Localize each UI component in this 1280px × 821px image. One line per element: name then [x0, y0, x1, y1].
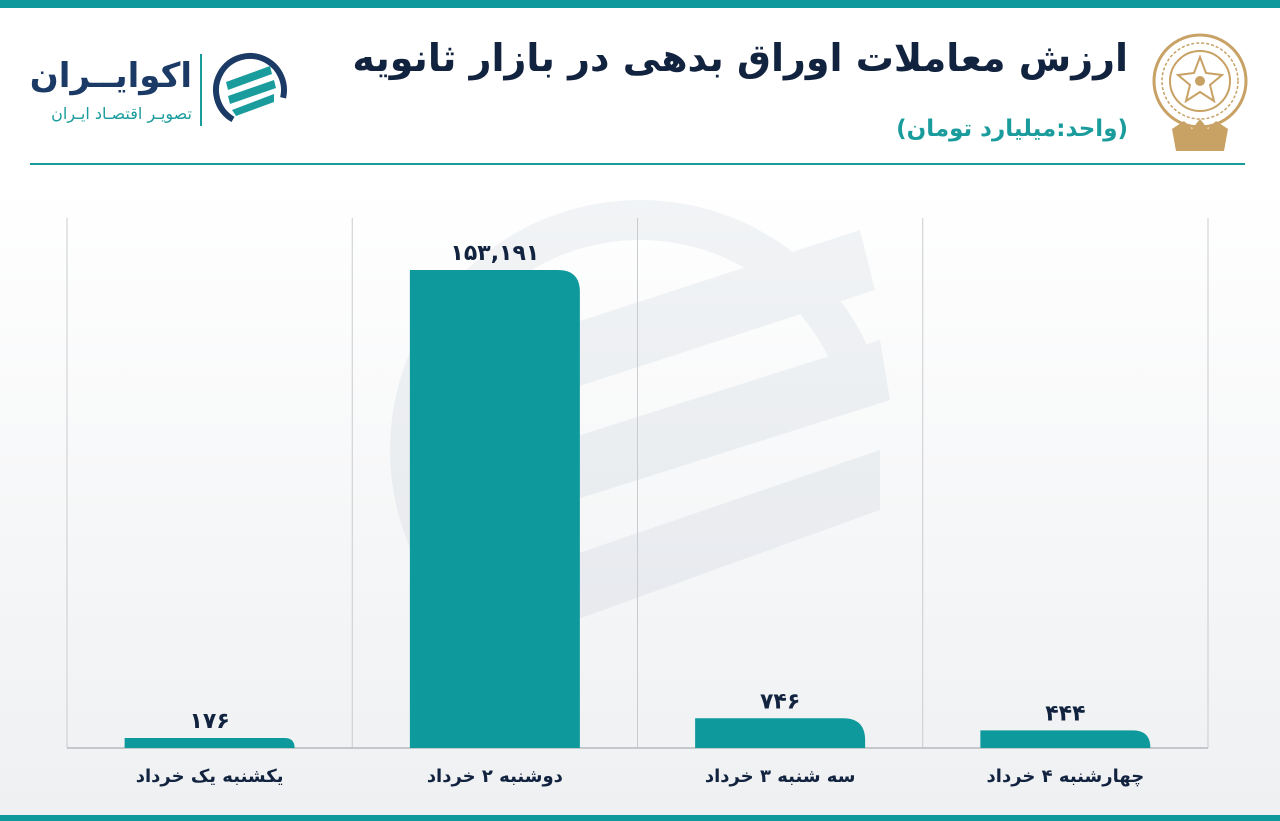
bar — [695, 718, 866, 748]
brand-name: اکوایــران — [29, 56, 192, 96]
header-divider — [30, 163, 1245, 165]
brand-separator — [200, 54, 202, 126]
x-tick-label: سه شنبه ۳ خرداد — [705, 766, 856, 787]
bar-value-label: ۱۷۶ — [189, 709, 229, 734]
x-tick-label: یکشنبه یک خرداد — [136, 766, 284, 787]
x-tick-label: چهارشنبه ۴ خرداد — [987, 766, 1145, 787]
chart-title: ارزش معاملات اوراق بدهی در بازار ثانویه — [352, 36, 1128, 80]
brand-block: اکوایــران تصویـر اقتصـاد ایـران — [30, 48, 290, 130]
plot-grid — [66, 218, 1209, 749]
data-labels: ۱۷۶ ۱۵۳,۱۹۱ ۷۴۶ ۴۴۴ — [189, 241, 1085, 734]
bar — [409, 270, 580, 748]
brand-tagline: تصویـر اقتصـاد ایـران — [51, 104, 192, 123]
category-labels: یکشنبه یک خرداد دوشنبه ۲ خرداد سه شنبه ۳ خ… — [136, 766, 1144, 787]
bar — [124, 738, 295, 748]
bottom-accent-bar — [0, 815, 1280, 821]
bar — [980, 730, 1151, 748]
bar-value-label: ۴۴۴ — [1045, 701, 1085, 726]
bar-value-label: ۱۵۳,۱۹۱ — [450, 241, 539, 266]
x-tick-label: دوشنبه ۲ خرداد — [427, 766, 563, 787]
stock-exchange-seal-icon — [1152, 33, 1248, 151]
ecoiran-logo-icon — [213, 53, 287, 127]
top-accent-bar — [0, 0, 1280, 8]
bar-value-label: ۷۴۶ — [760, 689, 800, 714]
bar-series — [124, 270, 1151, 748]
chart-subtitle: (واحد:میلیارد تومان) — [896, 116, 1128, 142]
